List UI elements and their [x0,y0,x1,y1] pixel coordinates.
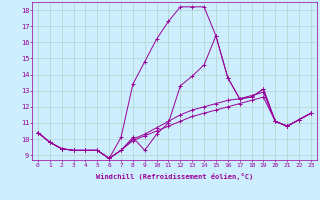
X-axis label: Windchill (Refroidissement éolien,°C): Windchill (Refroidissement éolien,°C) [96,173,253,180]
